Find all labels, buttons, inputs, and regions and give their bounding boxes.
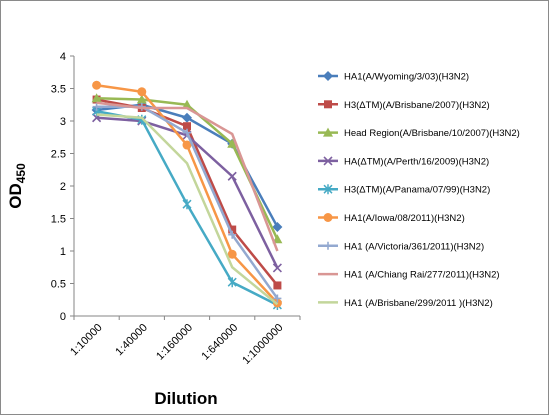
x-tick-label: 1:10000 (68, 322, 105, 359)
legend-label: HA1(A/Iowa/08/2011)(H3N2) (344, 213, 465, 224)
legend-label: H3(ΔTM)(A/Brisbane/2007)(H3N2) (344, 100, 490, 111)
series-line-9 (96, 113, 279, 306)
data-point-series-3 (227, 138, 238, 148)
legend-label: H3(ΔTM)(A/Panama/07/99)(H3N2) (344, 185, 490, 196)
data-point-series-3 (182, 99, 192, 109)
y-axis-title-main: OD (6, 183, 25, 209)
legend-swatch-marker (323, 127, 333, 137)
y-axis-title-sub: 450 (14, 163, 28, 183)
x-tick-label: 1:160000 (154, 322, 195, 363)
legend-swatch-marker (323, 156, 333, 166)
legend-swatch-marker (323, 71, 333, 81)
data-point-series-6 (227, 249, 237, 259)
y-tick-label: 1 (60, 246, 66, 258)
legend-label: Head Region(A/Brisbane/10/2007)(H3N2) (344, 128, 520, 139)
data-point-series-7 (183, 128, 191, 137)
y-tick-label: 3.5 (51, 84, 66, 96)
data-point-series-7 (273, 294, 282, 303)
data-point-series-6 (137, 87, 147, 97)
data-point-series-4 (227, 171, 237, 181)
data-point-series-2 (228, 225, 237, 234)
legend-swatch-marker (323, 184, 333, 195)
data-point-series-3 (272, 234, 283, 244)
data-point-series-3 (91, 93, 102, 103)
series-line-8 (96, 101, 279, 252)
data-point-series-7 (228, 230, 237, 239)
data-point-series-2 (183, 122, 191, 131)
data-point-series-2 (273, 281, 282, 290)
x-tick-label: 1:40000 (113, 322, 150, 359)
legend-swatch-marker (324, 100, 332, 109)
legend-label: HA1 (A/Victoria/361/2011)(H3N2) (344, 241, 484, 252)
legend-swatch-marker (324, 241, 332, 250)
data-point-series-1 (272, 221, 283, 232)
legend-label: HA1 (A/Brisbane/299/2011 )(H3N2) (344, 298, 493, 309)
y-tick-label: 0 (60, 311, 66, 323)
data-point-series-1 (182, 112, 192, 123)
y-tick-label: 1.5 (51, 214, 66, 226)
y-tick-label: 4 (60, 51, 66, 63)
legend-label: HA(ΔTM)(A/Perth/16/2009)(H3N2) (344, 156, 489, 167)
data-point-series-6 (92, 80, 102, 90)
x-tick-label: 1:1000000 (240, 322, 285, 367)
legend-label: HA1 (A/Chiang Rai/277/2011)(H3N2) (344, 270, 500, 281)
legend-swatch-marker (323, 213, 333, 222)
series-line-4 (96, 116, 279, 269)
y-tick-label: 2.5 (51, 149, 66, 161)
y-tick-label: 0.5 (51, 279, 66, 291)
x-axis-title: Dilution (154, 389, 217, 408)
data-point-series-3 (136, 94, 147, 104)
data-point-series-5 (227, 277, 237, 288)
legend-label: HA1(A/Wyoming/3/03)(H3N2) (344, 72, 469, 83)
y-axis-title: OD450 (6, 163, 28, 209)
y-tick-label: 2 (60, 181, 66, 193)
data-point-series-4 (272, 263, 282, 273)
y-tick-label: 3 (60, 116, 66, 128)
x-tick-label: 1:640000 (199, 322, 240, 363)
data-point-series-5 (182, 199, 192, 210)
data-point-series-6 (182, 140, 192, 150)
